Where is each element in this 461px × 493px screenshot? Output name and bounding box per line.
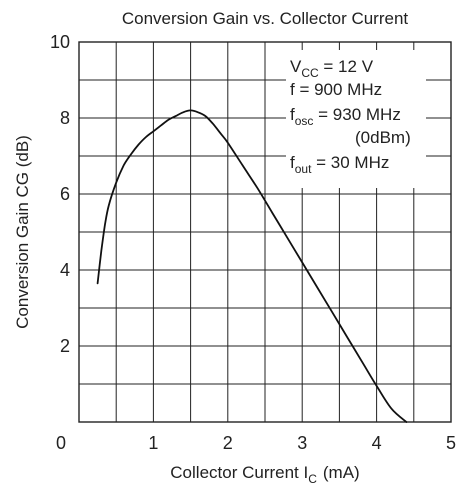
annotation-main: f = 900 MHz xyxy=(290,80,382,99)
y-tick-label: 6 xyxy=(60,184,70,204)
x-axis-label-unit: (mA) xyxy=(323,463,360,482)
annotation-subscript: out xyxy=(295,162,312,176)
annotation-subscript: CC xyxy=(301,66,319,80)
y-axis-ticks: 2 4 6 8 10 xyxy=(50,32,70,356)
y-tick-label: 8 xyxy=(60,108,70,128)
x-axis-ticks: 0 1 2 3 4 5 xyxy=(56,433,456,453)
annotation-rest: = 12 V xyxy=(319,57,374,76)
x-tick-label: 0 xyxy=(56,433,66,453)
annotation-line: VCC = 12 V xyxy=(290,57,374,80)
annotation-main: f xyxy=(290,153,295,172)
x-tick-label: 5 xyxy=(446,433,456,453)
plot-frame xyxy=(78,41,452,423)
annotation-rest: = 930 MHz xyxy=(313,105,400,124)
annotation-main: (0dBm) xyxy=(355,128,411,147)
x-axis-label-main: Collector Current I xyxy=(170,463,308,482)
y-tick-label: 10 xyxy=(50,32,70,52)
annotation-background xyxy=(286,50,426,188)
chart-title: Conversion Gain vs. Collector Current xyxy=(122,9,409,28)
annotation-main: V xyxy=(290,57,302,76)
annotation-line: (0dBm) xyxy=(355,128,411,147)
annotation-subscript: osc xyxy=(295,114,314,128)
x-tick-label: 4 xyxy=(372,433,382,453)
series-line-conversion-gain xyxy=(96,109,408,423)
annotation-main: f xyxy=(290,105,295,124)
x-axis-label-sub: C xyxy=(308,472,317,486)
x-tick-label: 3 xyxy=(297,433,307,453)
x-axis-label: Collector Current IC (mA) xyxy=(170,463,359,486)
x-tick-label: 2 xyxy=(223,433,233,453)
y-axis-label: Conversion Gain CG (dB) xyxy=(13,135,32,329)
annotation-line: fout = 30 MHz xyxy=(290,153,389,176)
y-tick-label: 2 xyxy=(60,336,70,356)
y-tick-label: 4 xyxy=(60,260,70,280)
annotation-rest: = 30 MHz xyxy=(311,153,389,172)
annotation-line: f = 900 MHz xyxy=(290,80,382,99)
x-tick-label: 1 xyxy=(148,433,158,453)
annotation-line: fosc = 930 MHz xyxy=(290,105,401,128)
